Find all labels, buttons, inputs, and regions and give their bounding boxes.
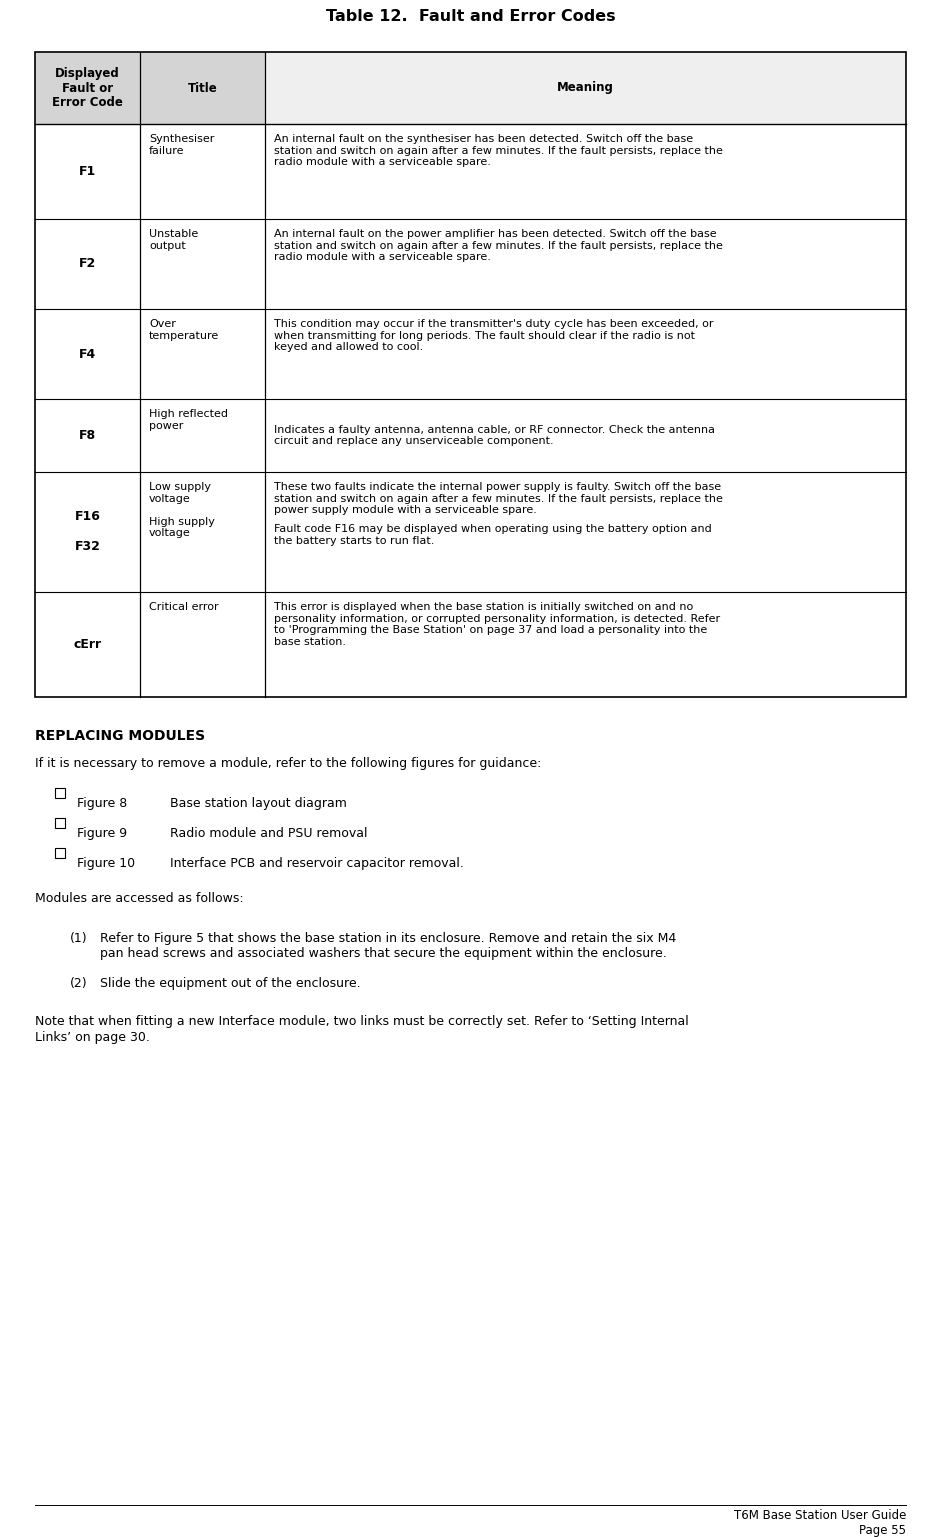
Text: T6M Base Station User Guide: T6M Base Station User Guide	[734, 1509, 906, 1522]
Text: Unstable
output: Unstable output	[149, 229, 199, 251]
Text: Synthesiser
failure: Synthesiser failure	[149, 134, 215, 155]
Text: F16

F32: F16 F32	[74, 510, 101, 553]
Text: (2): (2)	[70, 978, 88, 990]
Text: F8: F8	[79, 429, 96, 443]
Text: Refer to Figure 5 that shows the base station in its enclosure. Remove and retai: Refer to Figure 5 that shows the base st…	[100, 931, 677, 961]
Text: Low supply
voltage

High supply
voltage: Low supply voltage High supply voltage	[149, 483, 215, 538]
Text: cErr: cErr	[73, 638, 102, 652]
Text: Modules are accessed as follows:: Modules are accessed as follows:	[35, 891, 244, 905]
Text: Note that when fitting a new Interface module, two links must be correctly set. : Note that when fitting a new Interface m…	[35, 1016, 689, 1044]
Text: An internal fault on the power amplifier has been detected. Switch off the base
: An internal fault on the power amplifier…	[274, 229, 723, 263]
Text: Base station layout diagram: Base station layout diagram	[170, 798, 347, 810]
Text: This error is displayed when the base station is initially switched on and no
pe: This error is displayed when the base st…	[274, 603, 720, 647]
Bar	[265, 52, 906, 124]
FancyBboxPatch shape	[55, 818, 65, 827]
Text: Displayed
Fault or
Error Code: Displayed Fault or Error Code	[52, 66, 123, 109]
Bar	[35, 52, 906, 696]
Text: If it is necessary to remove a module, refer to the following figures for guidan: If it is necessary to remove a module, r…	[35, 758, 541, 770]
Bar	[35, 52, 140, 124]
Text: F4: F4	[79, 347, 96, 361]
Text: An internal fault on the synthesiser has been detected. Switch off the base
stat: An internal fault on the synthesiser has…	[274, 134, 723, 168]
Text: Radio module and PSU removal: Radio module and PSU removal	[170, 827, 368, 841]
FancyBboxPatch shape	[55, 787, 65, 798]
Text: Meaning: Meaning	[557, 81, 614, 94]
Text: Critical error: Critical error	[149, 603, 218, 612]
Text: Indicates a faulty antenna, antenna cable, or RF connector. Check the antenna
ci: Indicates a faulty antenna, antenna cabl…	[274, 424, 715, 446]
Text: F1: F1	[79, 164, 96, 178]
Bar	[140, 52, 265, 124]
Text: Figure 9: Figure 9	[77, 827, 127, 841]
Text: Page 55: Page 55	[859, 1525, 906, 1537]
Text: Title: Title	[187, 81, 217, 94]
Text: F2: F2	[79, 258, 96, 271]
Text: These two faults indicate the internal power supply is faulty. Switch off the ba: These two faults indicate the internal p…	[274, 483, 723, 515]
Text: Interface PCB and reservoir capacitor removal.: Interface PCB and reservoir capacitor re…	[170, 858, 464, 870]
FancyBboxPatch shape	[55, 847, 65, 858]
Text: Figure 10: Figure 10	[77, 858, 136, 870]
Text: Table 12.  Fault and Error Codes: Table 12. Fault and Error Codes	[326, 9, 615, 25]
Text: Slide the equipment out of the enclosure.: Slide the equipment out of the enclosure…	[100, 978, 360, 990]
Text: High reflected
power: High reflected power	[149, 409, 228, 430]
Text: Fault code F16 may be displayed when operating using the battery option and
the : Fault code F16 may be displayed when ope…	[274, 524, 711, 546]
Text: Over
temperature: Over temperature	[149, 320, 219, 341]
Text: Figure 8: Figure 8	[77, 798, 127, 810]
Text: This condition may occur if the transmitter's duty cycle has been exceeded, or
w: This condition may occur if the transmit…	[274, 320, 713, 352]
Text: (1): (1)	[70, 931, 88, 945]
Text: REPLACING MODULES: REPLACING MODULES	[35, 729, 205, 742]
